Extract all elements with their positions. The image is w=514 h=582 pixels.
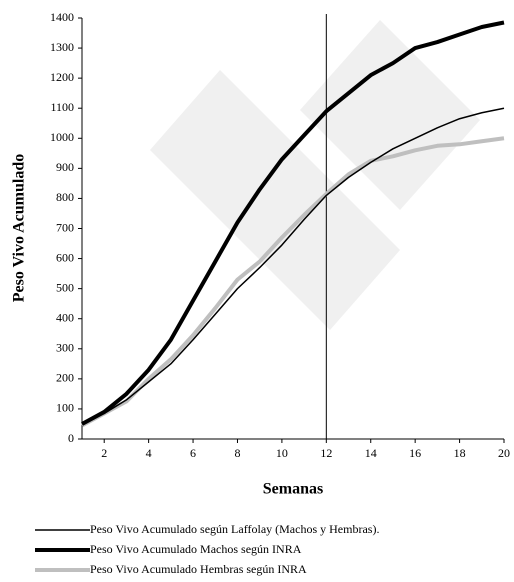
y-tick-label: 1200 — [50, 70, 74, 84]
x-tick-label: 2 — [101, 446, 107, 460]
y-tick-label: 700 — [56, 220, 74, 234]
x-tick-label: 8 — [234, 446, 240, 460]
x-axis-label: Semanas — [263, 481, 323, 498]
x-tick-label: 20 — [498, 446, 510, 460]
y-tick-label: 1100 — [50, 100, 74, 114]
series-line — [81, 20, 505, 426]
x-tick-label: 16 — [409, 446, 421, 460]
y-tick-label: 100 — [56, 401, 74, 415]
legend-label: Peso Vivo Acumulado Hembras según INRA — [90, 562, 307, 576]
y-tick-label: 300 — [56, 341, 74, 355]
x-tick-label: 12 — [320, 446, 332, 460]
x-tick-label: 14 — [365, 446, 377, 460]
x-tick-label: 6 — [190, 446, 196, 460]
legend-label: Peso Vivo Acumulado Machos según INRA — [90, 542, 302, 556]
y-tick-label: 400 — [56, 310, 74, 324]
series-line — [81, 107, 505, 425]
y-tick-label: 900 — [56, 160, 74, 174]
y-tick-label: 600 — [56, 250, 74, 264]
x-tick-label: 10 — [276, 446, 288, 460]
watermark — [150, 20, 480, 330]
y-tick-label: 1300 — [50, 40, 74, 54]
y-tick-label: 0 — [68, 431, 74, 445]
legend-label: Peso Vivo Acumulado según Laffolay (Mach… — [90, 522, 379, 536]
y-tick-label: 1000 — [50, 130, 74, 144]
y-tick-label: 800 — [56, 190, 74, 204]
y-axis-label: Peso Vivo Acumulado — [11, 154, 28, 302]
x-tick-label: 4 — [146, 446, 152, 460]
series-line — [81, 136, 505, 428]
x-tick-label: 18 — [454, 446, 466, 460]
y-tick-label: 1400 — [50, 10, 74, 24]
y-tick-label: 200 — [56, 371, 74, 385]
y-tick-label: 500 — [56, 280, 74, 294]
